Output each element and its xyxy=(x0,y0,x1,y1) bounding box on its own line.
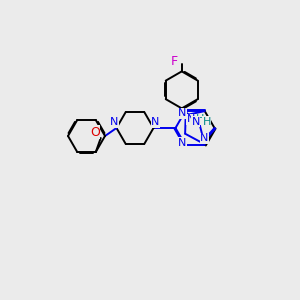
Text: O: O xyxy=(90,125,100,139)
Text: N: N xyxy=(151,117,160,127)
Text: H: H xyxy=(196,114,204,124)
Text: H: H xyxy=(202,117,211,127)
Text: N: N xyxy=(192,117,200,127)
Text: N: N xyxy=(110,117,119,127)
Text: N: N xyxy=(178,138,186,148)
Text: N: N xyxy=(200,134,208,143)
Text: F: F xyxy=(171,55,178,68)
Text: N: N xyxy=(178,108,186,118)
Text: N: N xyxy=(187,114,195,124)
